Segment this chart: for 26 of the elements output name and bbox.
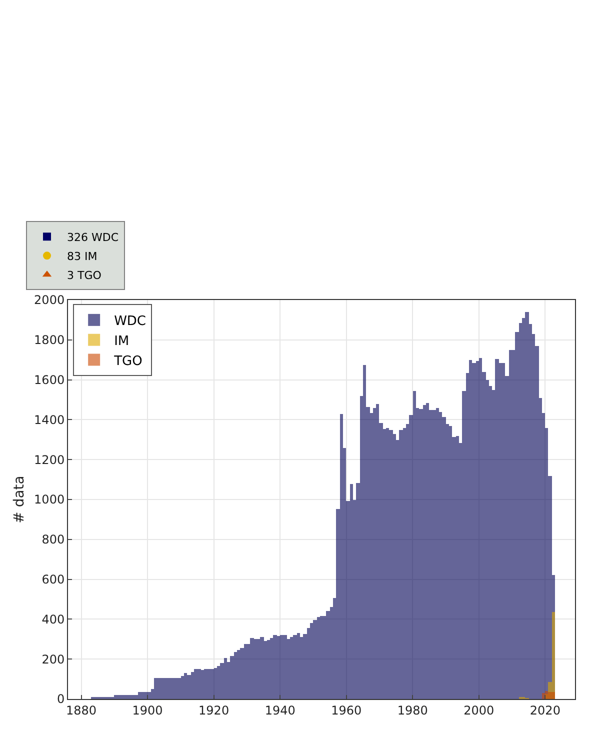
y-axis-title: # data (12, 476, 28, 524)
y-tick-label: 1200 (34, 452, 65, 467)
x-tick-label: 2000 (464, 703, 494, 718)
y-tick-label: 800 (42, 532, 65, 547)
legend-label: 326 WDC (67, 230, 119, 244)
x-tick-label: 1980 (397, 703, 428, 718)
y-tick-label: 0 (56, 692, 65, 706)
x-tick-label: 1900 (132, 703, 163, 718)
y-tick-label: 1600 (34, 373, 65, 387)
x-tick-label: 1880 (66, 703, 97, 718)
x-tick-label: 1940 (264, 703, 296, 718)
x-tick-label: 2020 (530, 703, 560, 718)
x-tick-label: 1960 (331, 703, 362, 718)
x-tick-label: 1920 (198, 703, 230, 718)
y-tick-label: 1800 (34, 333, 65, 348)
legend-label: 83 IM (67, 250, 98, 263)
legend-label: WDC (114, 314, 146, 330)
y-tick-label: 2000 (34, 293, 65, 308)
y-tick-label: 600 (42, 572, 65, 586)
y-tick-label: 1000 (34, 492, 65, 507)
legend-label: 3 TGO (67, 268, 102, 282)
legend-label: IM (114, 334, 130, 349)
legend-label: TGO (113, 354, 142, 369)
y-tick-label: 200 (42, 652, 65, 666)
y-tick-label: 1400 (34, 412, 65, 427)
y-tick-label: 400 (42, 612, 65, 626)
